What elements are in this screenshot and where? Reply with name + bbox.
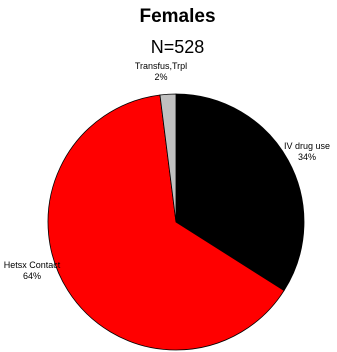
pie-slice-transfus-trpl — [159, 93, 177, 223]
chart-title: Females — [139, 6, 216, 27]
slice-label-value: 64% — [23, 271, 41, 281]
slice-label-name: Hetsx Contact — [4, 260, 61, 270]
slice-label-name: Transfus,Trpl — [135, 61, 187, 71]
pie-slice-hetsx-contact — [47, 94, 285, 351]
slice-label-value: 34% — [298, 152, 316, 162]
slice-label-name: IV drug use — [284, 141, 330, 151]
pie-slice-iv-drug-use — [175, 93, 305, 292]
chart-subtitle: N=528 — [150, 37, 205, 57]
slice-label-value: 2% — [154, 72, 167, 82]
